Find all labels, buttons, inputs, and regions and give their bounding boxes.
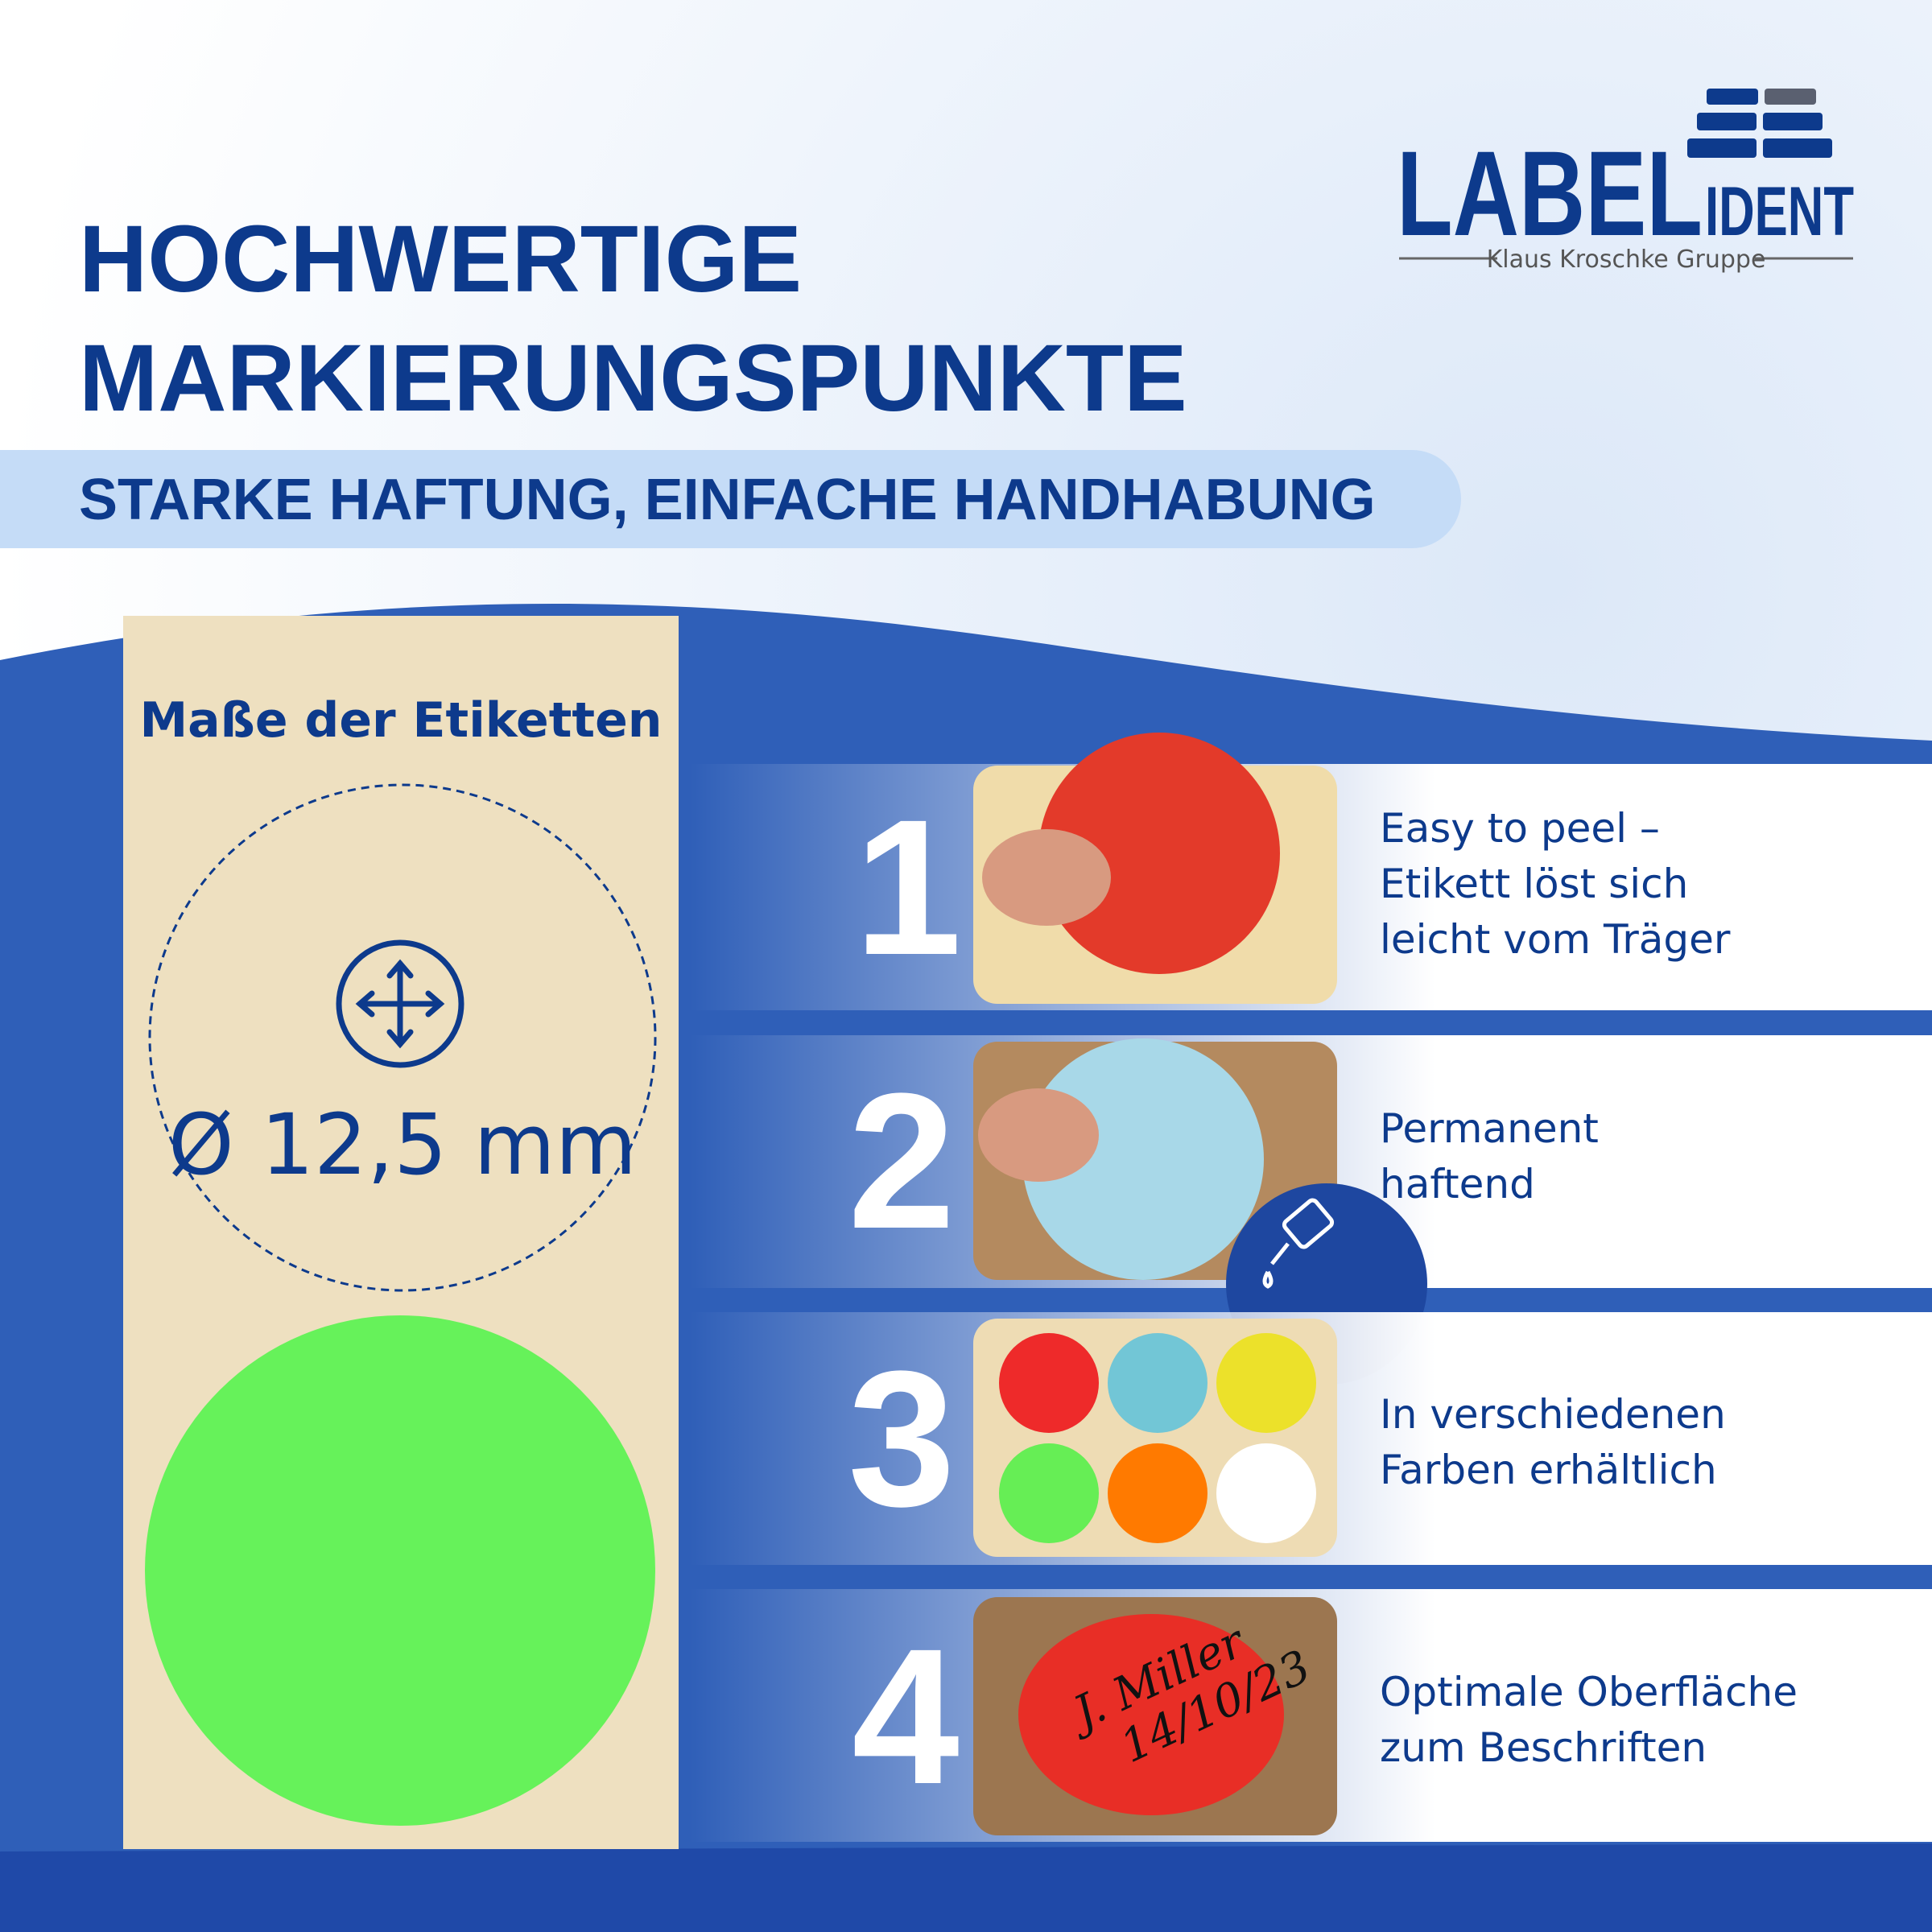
- logo-suffix: IDENT: [1705, 173, 1854, 250]
- green-dot: [145, 1315, 655, 1826]
- feature-text: leicht vom Träger: [1380, 916, 1731, 963]
- subtitle-band: [0, 450, 1461, 548]
- feature-row: 1 Easy to peel – Etikett löst sich leich…: [690, 733, 1932, 1010]
- feature-text: Farben erhältlich: [1380, 1447, 1717, 1493]
- photo-thumb: [978, 1088, 1099, 1182]
- photo-red-sticker: [1018, 1614, 1284, 1815]
- feature-text: Easy to peel –: [1380, 805, 1660, 852]
- color-dot: [1108, 1333, 1208, 1433]
- feature-row: 2 Permanent haftend: [690, 1035, 1932, 1385]
- feature-number: 2: [848, 1053, 955, 1269]
- logo-mark: [1687, 89, 1832, 158]
- logo-name: LABEL: [1397, 126, 1703, 261]
- color-dot: [999, 1443, 1099, 1543]
- color-dot: [1108, 1443, 1208, 1543]
- glue-icon: [1262, 1198, 1335, 1289]
- feature-text: In verschiedenen: [1380, 1391, 1726, 1438]
- size-outline: [148, 783, 657, 1292]
- color-dot: [999, 1333, 1099, 1433]
- logo: LABEL IDENT Klaus Kroschke Gruppe: [1397, 89, 1854, 274]
- feature-number: 4: [852, 1608, 959, 1824]
- feature-text: zum Beschriften: [1380, 1724, 1707, 1771]
- title-line: MARKIERUNGSPUNKTE: [79, 325, 1187, 431]
- title-line: HOCHWERTIGE: [79, 206, 802, 312]
- feature-text: Permanent: [1380, 1105, 1599, 1152]
- color-dot: [1216, 1443, 1316, 1543]
- photo-thumb: [982, 829, 1111, 926]
- feature-row: 4 J. Miller 14/10/23 Optimale Oberfläche…: [690, 1589, 1932, 1842]
- bottom-strip: [0, 1843, 1932, 1932]
- photo-blue-sticker: [1022, 1038, 1264, 1280]
- resize-icon: [336, 939, 464, 1068]
- subtitle: STARKE HAFTUNG, EINFACHE HANDHABUNG: [79, 468, 1376, 532]
- feature-text: haftend: [1380, 1161, 1535, 1208]
- feature-text: Etikett löst sich: [1380, 861, 1688, 907]
- dimensions-heading: Maße der Etiketten: [139, 692, 662, 749]
- feature-row: 3 In verschiedenen Farben erhältlich: [690, 1312, 1932, 1565]
- logo-tagline: Klaus Kroschke Gruppe: [1487, 246, 1766, 274]
- feature-text: Optimale Oberfläche: [1380, 1669, 1798, 1715]
- feature-number: 3: [848, 1331, 955, 1546]
- feature-number: 1: [854, 779, 961, 995]
- size-label: Ø 12,5 mm: [168, 1096, 637, 1194]
- color-dot: [1216, 1333, 1316, 1433]
- photo-red-sticker: [1038, 733, 1280, 974]
